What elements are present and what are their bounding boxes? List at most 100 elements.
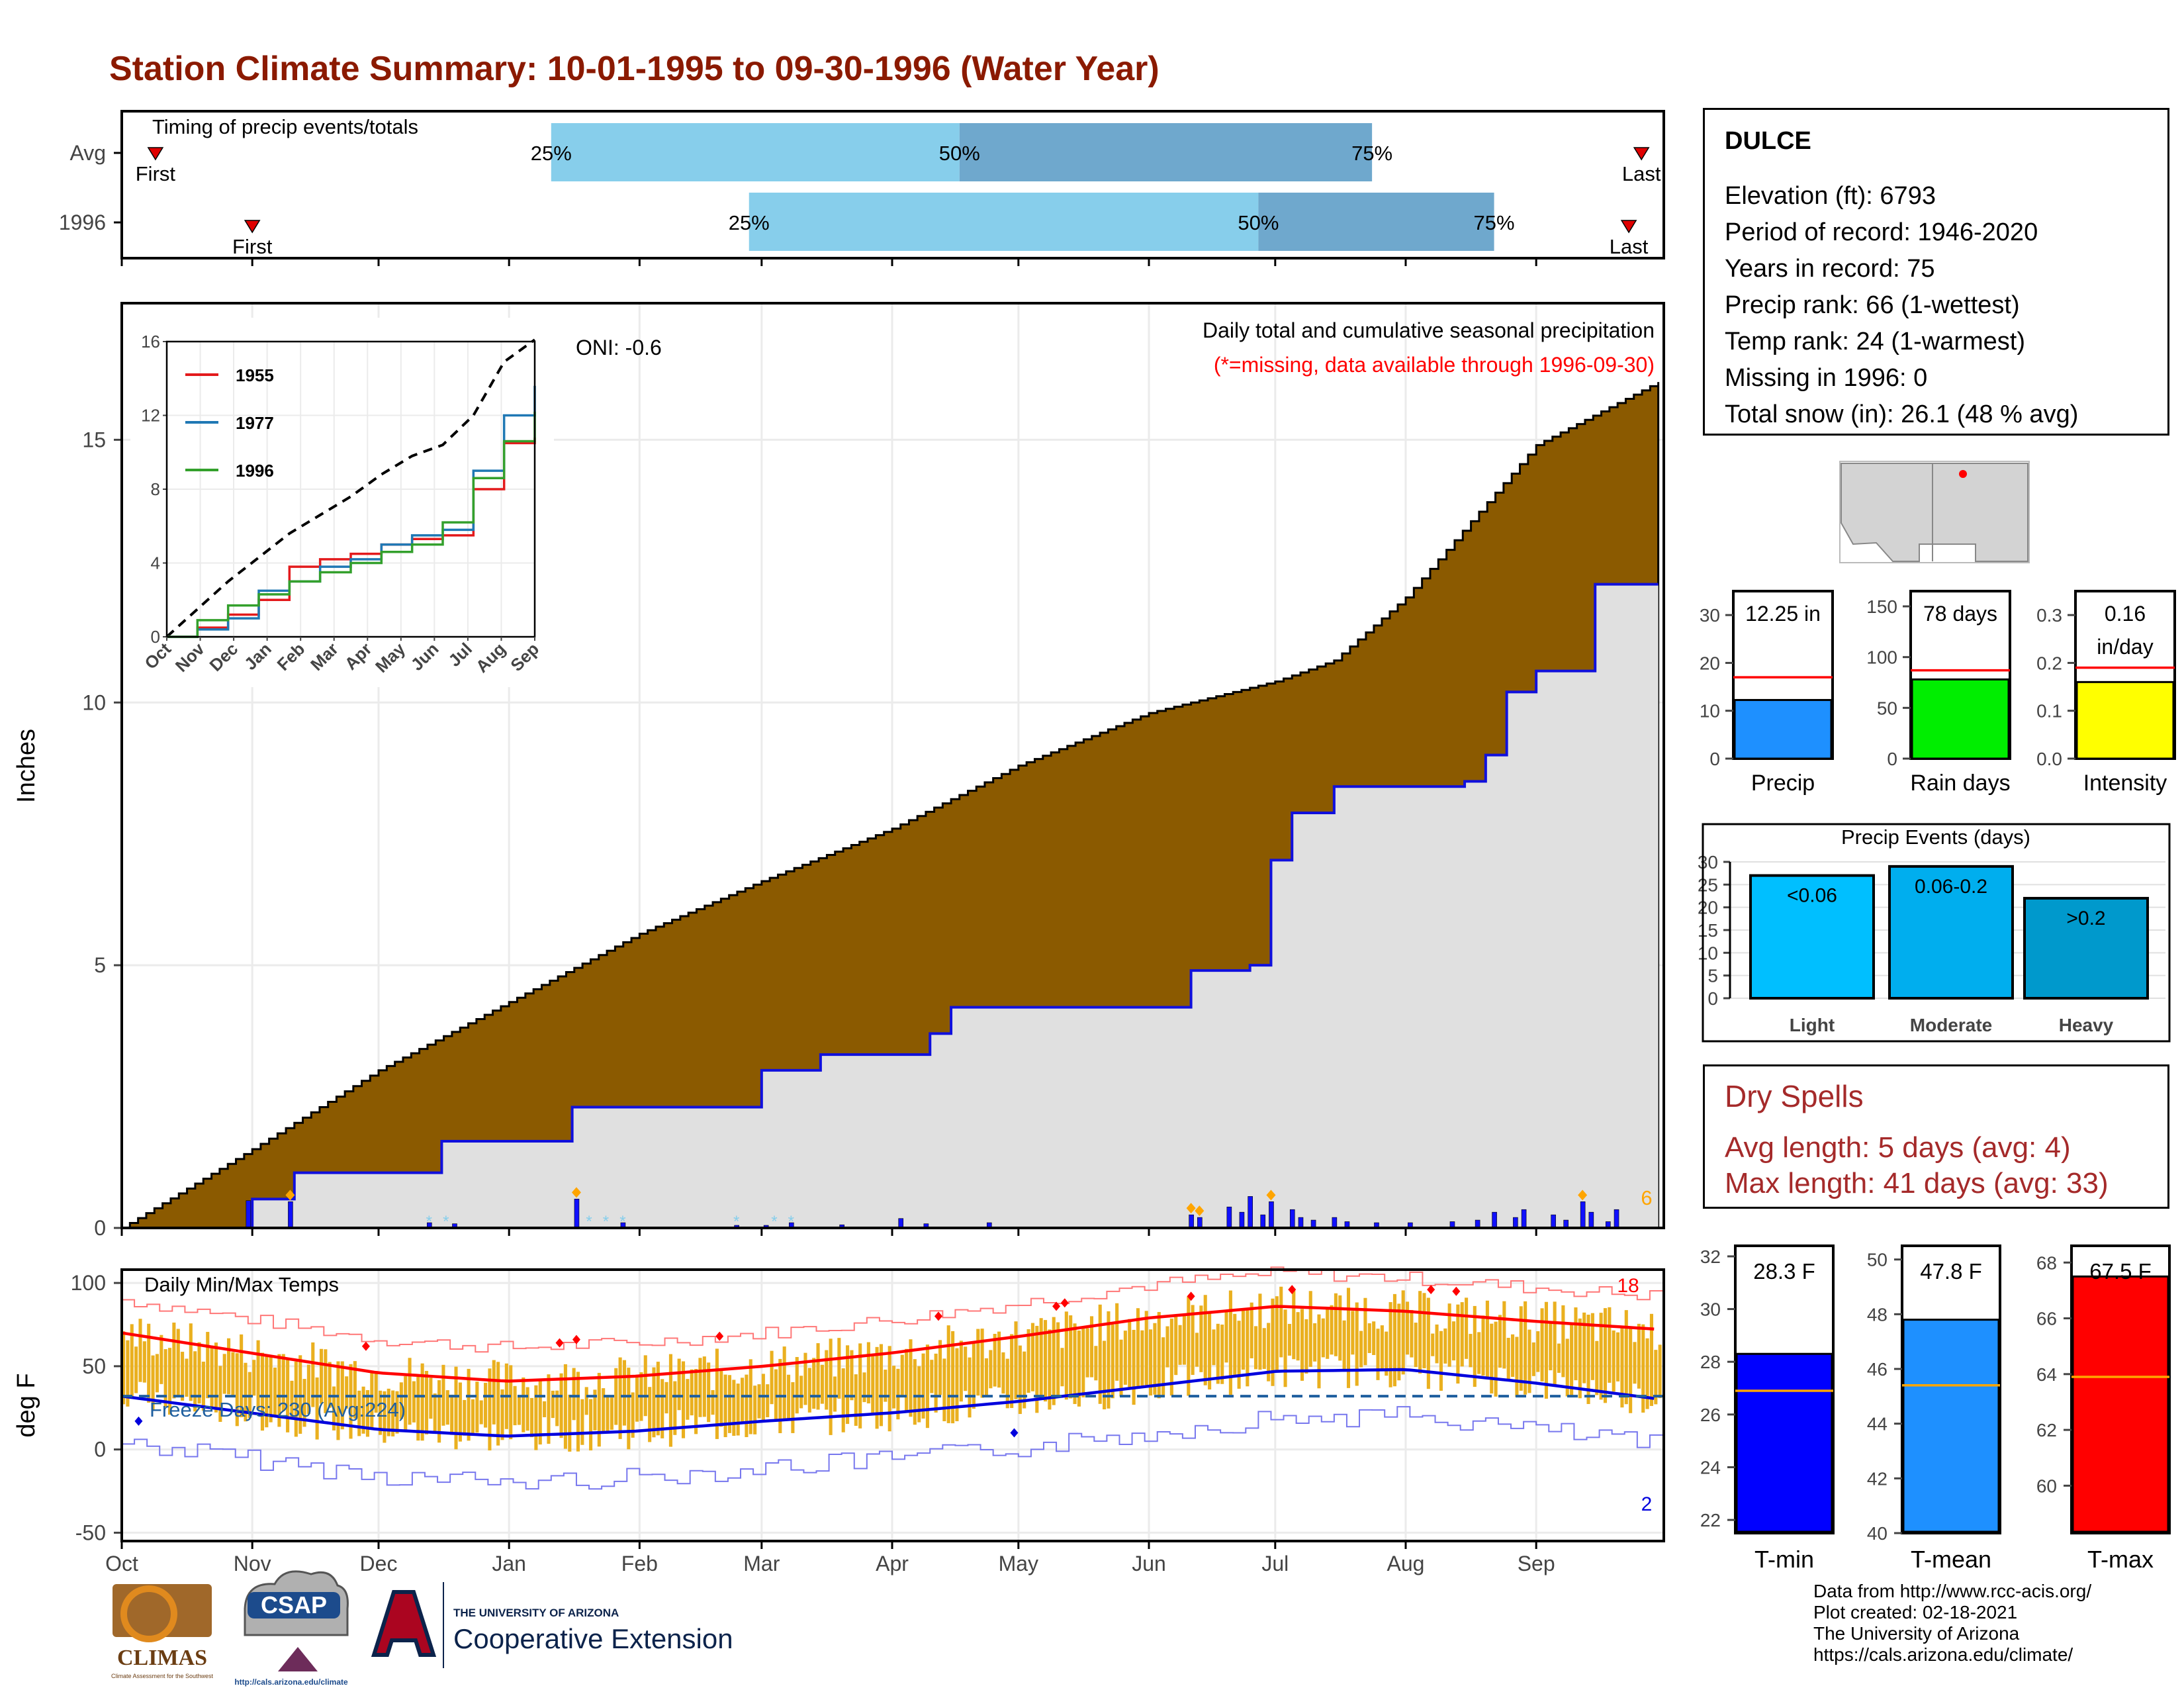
daily-temp-bar [1300, 1309, 1304, 1381]
events-category-label: Light [1790, 1015, 1835, 1035]
daily-temp-bar [1292, 1290, 1296, 1360]
daily-temp-bar [463, 1399, 467, 1436]
events-range-label: 0.06-0.2 [1915, 876, 1987, 898]
daily-temp-bar [1406, 1301, 1410, 1355]
temp-count-max: 18 [1617, 1275, 1639, 1297]
daily-temp-bar [727, 1375, 732, 1433]
credit-line: Plot created: 02-18-2021 [1813, 1602, 2018, 1622]
daily-temp-bar [1161, 1337, 1165, 1395]
daily-temp-bar [458, 1382, 462, 1442]
station-period: Period of record: 1946-2020 [1725, 218, 2038, 246]
daily-temp-bar [1313, 1323, 1317, 1362]
daily-temp-bar [1418, 1291, 1422, 1374]
tbar-y-tick: 68 [2036, 1252, 2057, 1273]
daily-temp-bar [715, 1348, 719, 1439]
daily-temp-bar [930, 1360, 934, 1393]
events-y-tick: 0 [1707, 988, 1718, 1009]
daily-temp-bar [547, 1374, 551, 1444]
daily-temp-bar [1633, 1342, 1637, 1384]
daily-temp-bar [1064, 1311, 1068, 1400]
daily-temp-bar [1136, 1308, 1140, 1388]
daily-temp-bar [884, 1370, 887, 1402]
daily-temp-bar [1574, 1307, 1578, 1381]
daily-temp-bar [921, 1353, 925, 1419]
daily-temp-bar [522, 1377, 525, 1432]
daily-temp-bar [568, 1394, 572, 1452]
daily-temp-bar [1372, 1321, 1376, 1356]
daily-temp-bar [1250, 1302, 1253, 1358]
map-states [1841, 463, 2028, 562]
credit-line: Data from http://www.rcc-acis.org/ [1813, 1581, 2092, 1601]
daily-temp-bar [319, 1348, 324, 1404]
daily-temp-bar [163, 1349, 167, 1407]
daily-temp-bar [395, 1391, 399, 1434]
tbar-bar [1735, 1352, 1833, 1533]
daily-temp-bar [719, 1371, 723, 1427]
daily-temp-bar [677, 1358, 681, 1411]
daily-temp-bar [404, 1376, 408, 1430]
daily-temp-bar [370, 1372, 374, 1428]
tbar-y-tick: 32 [1700, 1246, 1721, 1267]
daily-temp-bar [660, 1379, 664, 1438]
stat-label: Precip [1751, 771, 1815, 796]
daily-temp-bar [741, 1378, 745, 1424]
record-high-marker [361, 1341, 370, 1351]
daily-temp-bar [736, 1383, 740, 1436]
daily-temp-bar [1367, 1323, 1371, 1354]
daily-temp-bar [820, 1364, 824, 1404]
daily-temp-bar [1451, 1321, 1456, 1361]
stat-y-tick: 0 [1887, 749, 1897, 769]
daily-temp-bar [1536, 1331, 1540, 1372]
daily-temp-bar [525, 1387, 529, 1431]
daily-temp-bar [197, 1342, 201, 1404]
record-high-marker [934, 1311, 942, 1321]
daily-temp-bar [1465, 1297, 1469, 1359]
inset-bg [130, 318, 554, 687]
daily-temp-bar [433, 1393, 437, 1432]
daily-temp-bar [509, 1365, 513, 1440]
timing-25-label: 25% [729, 211, 770, 234]
daily-temp-bar [1355, 1302, 1359, 1386]
daily-temp-bar [1612, 1330, 1615, 1392]
daily-temp-bar [383, 1391, 387, 1443]
daily-temp-bar [1401, 1290, 1405, 1375]
daily-temp-bar [938, 1340, 942, 1395]
daily-temp-bar [538, 1379, 542, 1445]
daily-temp-bar [138, 1319, 142, 1382]
daily-temp-bar [1035, 1325, 1039, 1413]
daily-temp-bar [946, 1325, 950, 1423]
daily-temp-bar [353, 1361, 357, 1419]
daily-temp-bar [1212, 1329, 1216, 1366]
record-low-marker [134, 1416, 143, 1426]
legend-label: 1977 [236, 413, 274, 433]
daily-temp-bar [846, 1345, 850, 1425]
tbar-bar [1902, 1319, 2000, 1533]
month-label: Mar [743, 1552, 780, 1575]
daily-temp-bar [227, 1338, 231, 1395]
daily-temp-bar [315, 1377, 319, 1440]
last-marker [1633, 147, 1650, 161]
daily-temp-bar [479, 1400, 483, 1425]
daily-temp-bar [176, 1329, 180, 1396]
daily-temp-bar [534, 1385, 538, 1450]
inset-frame [165, 340, 536, 638]
daily-temp-bar [1169, 1318, 1173, 1396]
station-precip-rank: Precip rank: 66 (1-wettest) [1725, 291, 2020, 319]
daily-temp-bar [269, 1356, 273, 1423]
daily-temp-bar [151, 1355, 155, 1411]
daily-precip-bar [898, 1218, 904, 1229]
daily-temp-bar [1334, 1293, 1338, 1356]
daily-temp-bar [1001, 1352, 1005, 1394]
station-dot [1959, 470, 1967, 478]
tbar-y-tick: 66 [2036, 1309, 2057, 1329]
daily-temp-bar [1254, 1326, 1258, 1370]
daily-temp-bar [1157, 1311, 1161, 1399]
y-tick-label: -50 [75, 1521, 106, 1544]
daily-temp-bar [1549, 1323, 1553, 1371]
daily-temp-bar [454, 1366, 458, 1450]
ua-top-text: THE UNIVERSITY OF ARIZONA [453, 1607, 619, 1619]
daily-precip-bar [1513, 1217, 1518, 1229]
daily-temp-bar [445, 1390, 449, 1425]
avg-max-line [121, 1305, 1655, 1383]
